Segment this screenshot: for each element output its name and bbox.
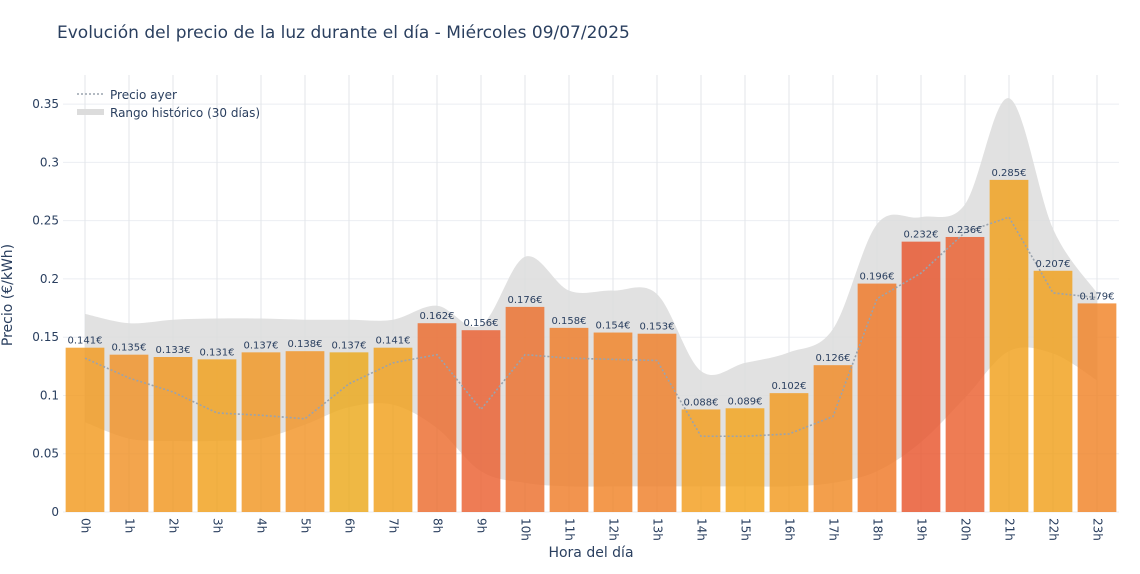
bar-value-label: 0.089€ <box>728 396 763 407</box>
bar-value-label: 0.153€ <box>640 322 675 333</box>
x-tick-label: 8h <box>431 518 445 533</box>
bar <box>857 283 897 512</box>
bar <box>1033 270 1073 512</box>
x-tick-label: 13h <box>651 518 665 541</box>
x-tick-label: 15h <box>739 518 753 541</box>
bar <box>769 393 809 512</box>
x-tick-label: 21h <box>1003 518 1017 541</box>
x-tick-label: 18h <box>871 518 885 541</box>
chart-title: Evolución del precio de la luz durante e… <box>57 23 630 43</box>
bar-value-label: 0.176€ <box>508 295 543 306</box>
x-tick-label: 1h <box>123 518 137 533</box>
bar <box>813 365 853 512</box>
bar <box>65 347 105 512</box>
x-tick-label: 11h <box>563 518 577 541</box>
y-tick-label: 0.3 <box>40 155 59 169</box>
x-tick-label: 7h <box>387 518 401 533</box>
bar <box>901 241 941 512</box>
x-tick-label: 2h <box>167 518 181 533</box>
y-tick-label: 0.05 <box>32 447 59 461</box>
bar <box>1077 303 1117 512</box>
bar <box>989 179 1029 512</box>
x-tick-label: 12h <box>607 518 621 541</box>
x-tick-label: 5h <box>299 518 313 533</box>
bar-value-label: 0.285€ <box>992 168 1027 179</box>
bar <box>241 352 281 512</box>
bar-value-label: 0.135€ <box>112 343 147 354</box>
bar <box>197 359 237 512</box>
bar-value-label: 0.232€ <box>904 230 939 241</box>
bar-value-label: 0.126€ <box>816 353 851 364</box>
bar-value-label: 0.137€ <box>244 340 279 351</box>
historical-range-band <box>85 98 1097 487</box>
bar <box>109 354 149 512</box>
y-tick-label: 0.2 <box>40 272 59 286</box>
x-tick-label: 14h <box>695 518 709 541</box>
bar <box>461 330 501 512</box>
y-axis-title: Precio (€/kWh) <box>0 244 16 346</box>
x-tick-label: 3h <box>211 518 225 533</box>
legend-label-historical-range: Rango histórico (30 días) <box>110 106 260 120</box>
bar <box>549 327 589 512</box>
x-tick-label: 4h <box>255 518 269 533</box>
bar <box>285 351 325 512</box>
x-tick-label: 0h <box>79 518 93 533</box>
bar-value-label: 0.137€ <box>332 340 367 351</box>
bar-value-label: 0.158€ <box>552 316 587 327</box>
x-tick-label: 19h <box>915 518 929 541</box>
x-tick-label: 6h <box>343 518 357 533</box>
bar-value-label: 0.179€ <box>1080 291 1115 302</box>
x-tick-label: 20h <box>959 518 973 541</box>
x-tick-label: 17h <box>827 518 841 541</box>
y-tick-label: 0.15 <box>32 330 59 344</box>
y-tick-label: 0.1 <box>40 388 59 402</box>
bar <box>373 347 413 512</box>
axes: 0 0.05 0.1 0.15 0.2 0.25 0.3 0.35 0h 1h 2h 3h 4h 5h 6h… <box>32 97 1104 541</box>
bar-value-label: 0.102€ <box>772 381 807 392</box>
y-tick-label: 0.35 <box>32 97 59 111</box>
bar <box>153 357 193 512</box>
historical-range-area <box>85 98 1097 487</box>
bar-value-label: 0.133€ <box>156 345 191 356</box>
bar <box>417 323 457 512</box>
bar-value-label: 0.196€ <box>860 272 895 283</box>
legend: Precio ayer Rango histórico (30 días) <box>77 88 260 120</box>
x-tick-label: 10h <box>519 518 533 541</box>
x-tick-label: 16h <box>783 518 797 541</box>
legend-label-yesterday: Precio ayer <box>110 88 177 102</box>
value-labels: 0.141€ 0.135€ 0.133€ 0.131€ 0.137€ 0.138€ 0.13… <box>68 168 1115 409</box>
bar-value-label: 0.138€ <box>288 339 323 350</box>
x-axis-title: Hora del día <box>548 545 633 561</box>
bar-value-label: 0.156€ <box>464 318 499 329</box>
bars <box>65 179 1117 513</box>
y-tick-label: 0 <box>51 505 59 519</box>
bar <box>725 408 765 512</box>
bar <box>593 332 633 512</box>
bar-value-label: 0.162€ <box>420 311 455 322</box>
bar <box>329 352 369 512</box>
bar-value-label: 0.141€ <box>376 336 411 347</box>
bar-value-label: 0.207€ <box>1036 259 1071 270</box>
bar <box>945 236 985 513</box>
bar-value-label: 0.141€ <box>68 336 103 347</box>
x-tick-label: 9h <box>475 518 489 533</box>
bar <box>637 333 677 512</box>
x-tick-label: 22h <box>1047 518 1061 541</box>
bar-value-label: 0.236€ <box>948 225 983 236</box>
bar <box>505 306 545 512</box>
bar-value-label: 0.154€ <box>596 321 631 332</box>
legend-band-swatch <box>77 109 104 115</box>
y-tick-label: 0.25 <box>32 214 59 228</box>
bar-value-label: 0.088€ <box>684 397 719 408</box>
bar-value-label: 0.131€ <box>200 347 235 358</box>
bar <box>681 409 721 512</box>
x-tick-label: 23h <box>1091 518 1105 541</box>
